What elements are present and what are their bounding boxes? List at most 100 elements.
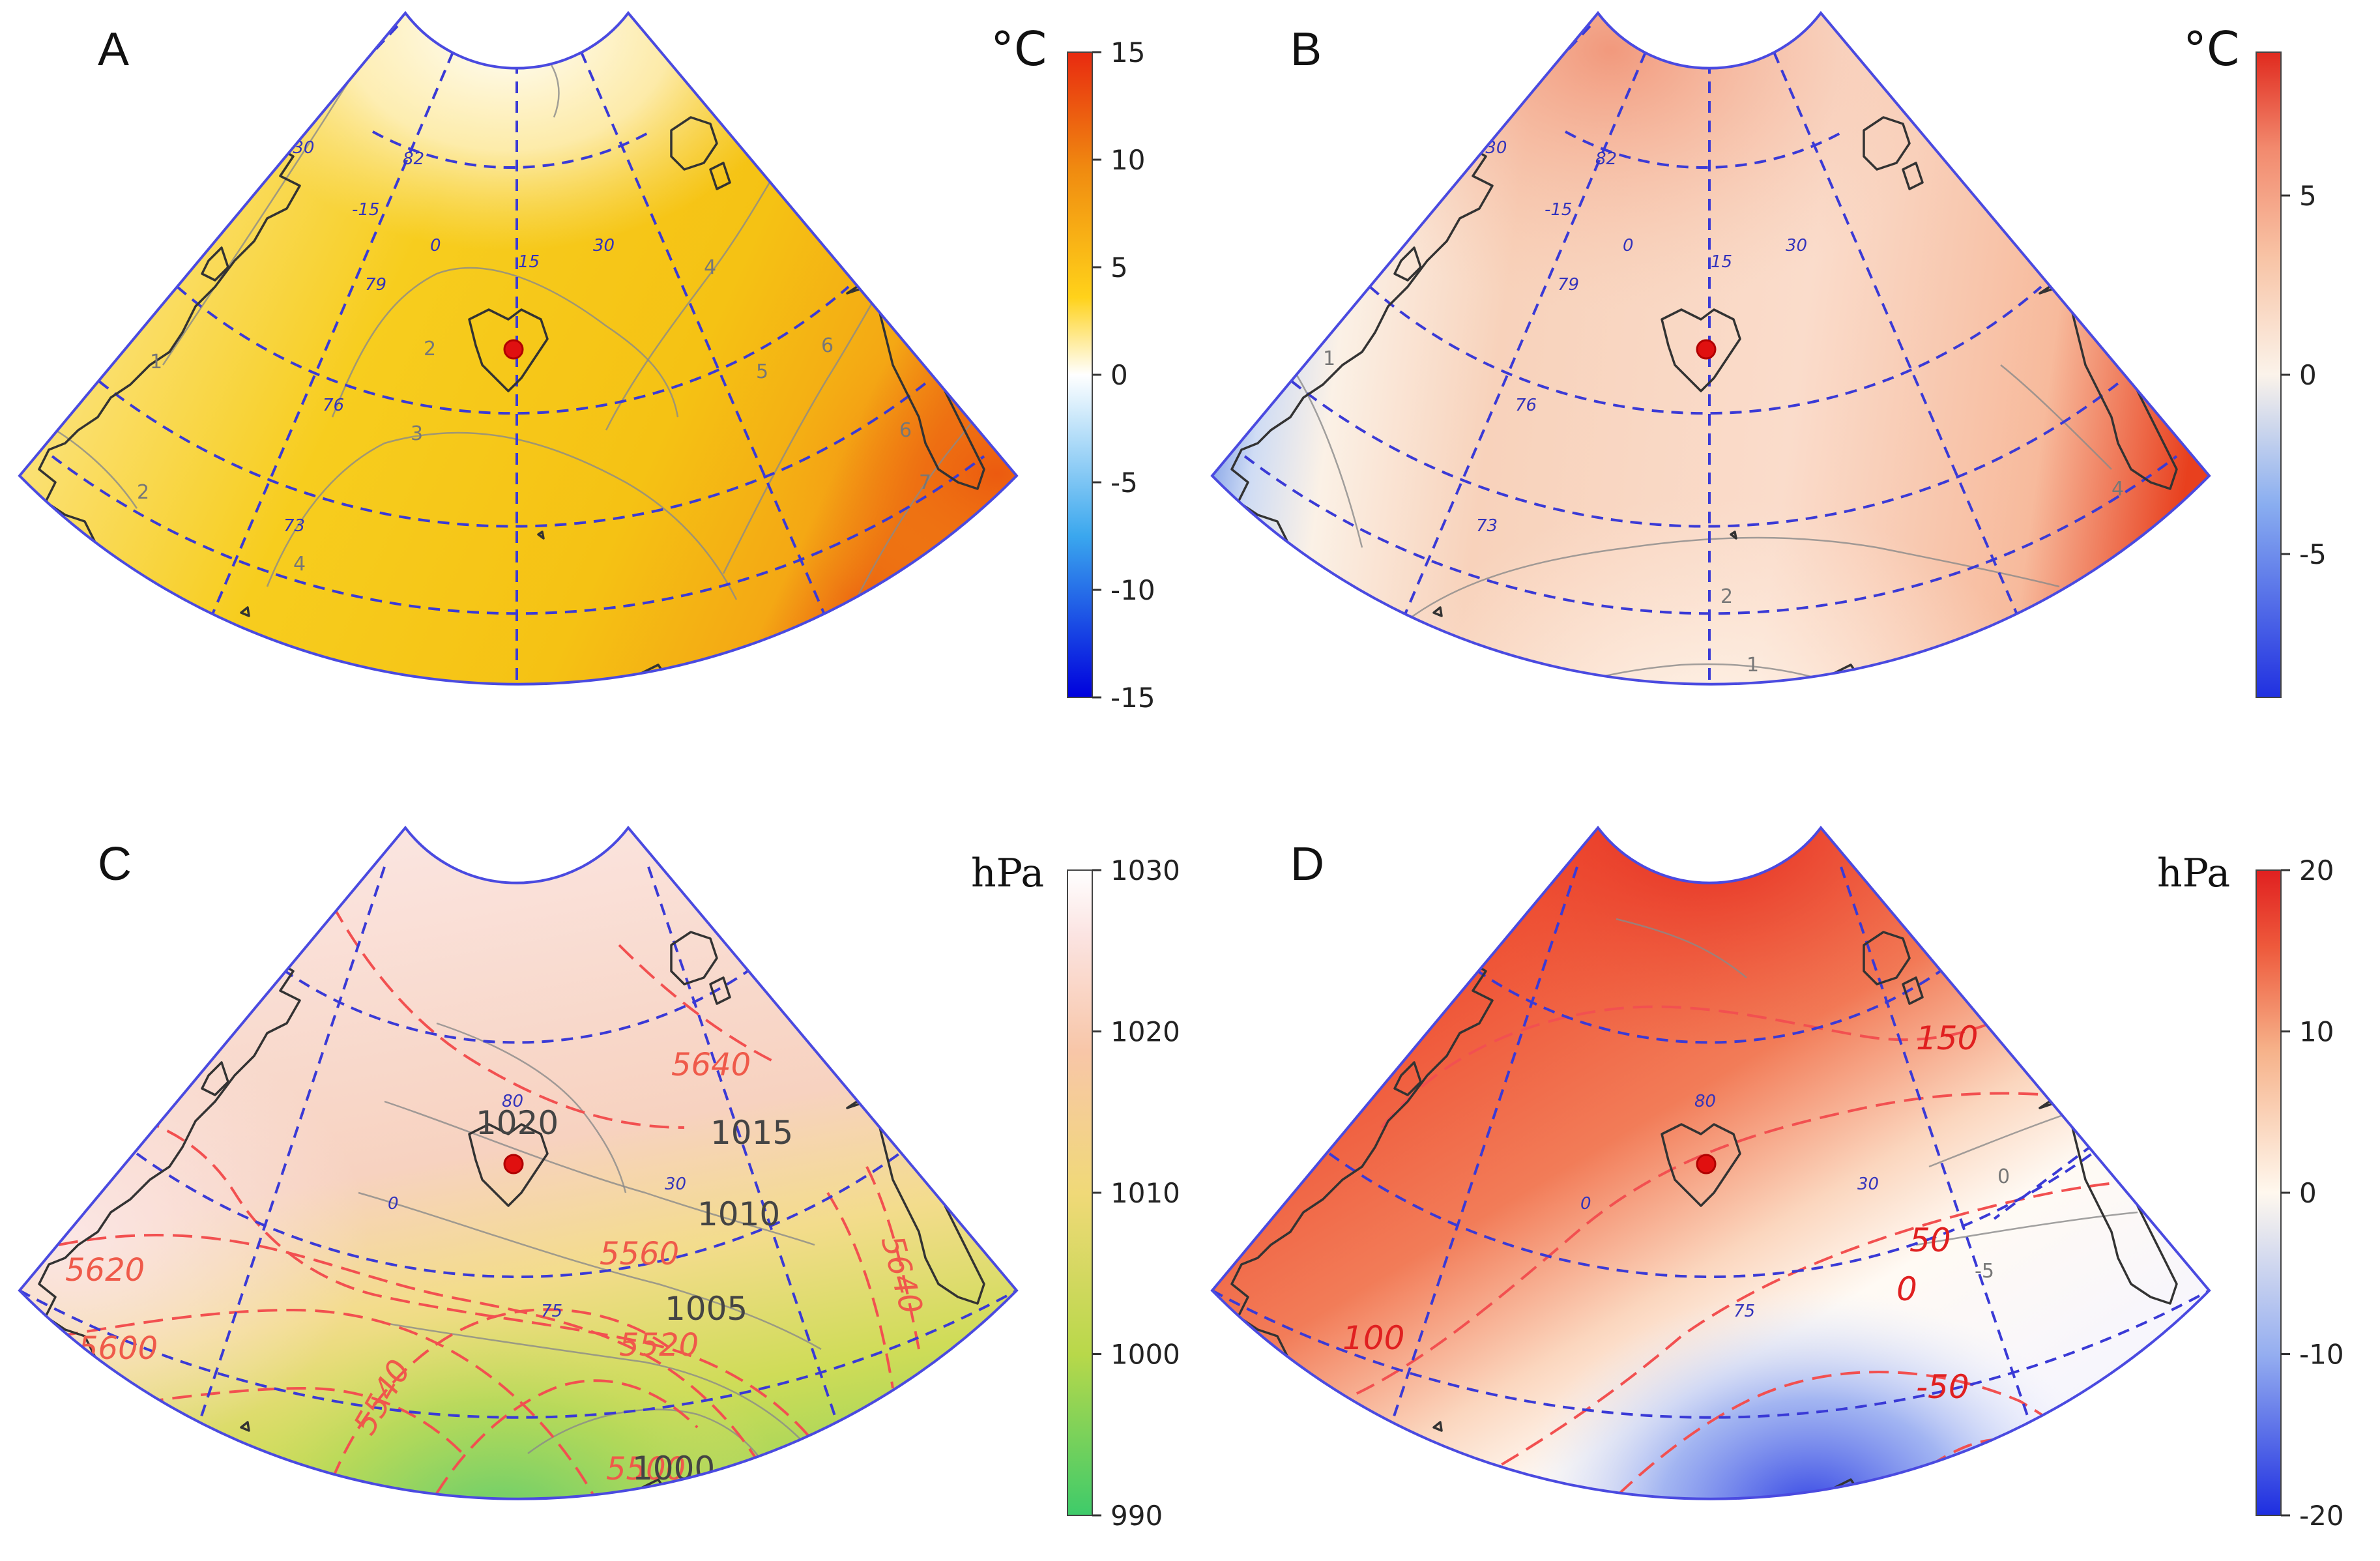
lon-label: -15 (352, 200, 379, 220)
colorbar-d-ticks: 20 10 0 -10 -20 (2281, 854, 2344, 1532)
colorbar-c: hPa 1030 1020 1010 1000 990 (971, 851, 1180, 1532)
height-label: 0 (1896, 1270, 1917, 1308)
panel-c-map: 80 75 70 -30 0 30 5640 5640 5640 5620 56… (20, 828, 1017, 1539)
panel-d-map: 80 75 70 -30 0 30 150 100 50 0 -50 0 -5 (1212, 828, 2209, 1499)
lat-label: 75 (541, 1302, 562, 1321)
colorbar-b-ramp (2256, 51, 2282, 698)
contour-label: 3 (411, 422, 423, 445)
colorbar-b-unit: °C (2183, 22, 2239, 76)
panel-b: 82 79 76 73 70 -30 -15 0 15 30 2 1 1 4 (1210, 10, 2211, 686)
panel-b-contour-labels: 2 1 1 4 (1323, 347, 2124, 677)
panel-d-height-labels: 150 100 50 0 -50 (1342, 1019, 1978, 1406)
panel-a-map: 82 79 76 73 70 -30 -15 0 15 30 2 3 4 4 5… (20, 13, 1017, 684)
height-label: 100 (1342, 1319, 1404, 1357)
contour-label: 2 (137, 481, 149, 504)
lon-label: -15 (1545, 200, 1572, 220)
panel-b-border (1210, 10, 2211, 686)
lat-label: 82 (403, 149, 424, 169)
lat-label: 80 (502, 1092, 523, 1111)
colorbar-tick-label: 1030 (1110, 854, 1180, 886)
colorbar-c-ramp (1067, 869, 1093, 1516)
lat-label: 80 (1694, 1092, 1716, 1111)
height-label: 5600 (78, 1330, 158, 1367)
lat-label: 79 (1558, 275, 1579, 295)
contour-label: 2 (424, 338, 436, 360)
colorbar-tick-label: 1000 (1110, 1339, 1180, 1371)
colorbar-tick-label: -10 (1110, 574, 1155, 606)
slp-label: -5 (1975, 1260, 1994, 1283)
lat-label: 73 (1476, 516, 1498, 536)
lat-label: 79 (365, 275, 386, 295)
lon-label: 15 (518, 252, 540, 272)
contour-label: 1 (150, 351, 162, 373)
panel-letter-c: C (98, 838, 132, 890)
lon-label: 0 (388, 1194, 399, 1214)
slp-label: 1005 (665, 1290, 747, 1328)
panel-letter-b: B (1290, 23, 1322, 76)
colorbar-a-ramp (1067, 51, 1093, 698)
lat-label: 70 (508, 1520, 530, 1539)
contour-label: 6 (821, 334, 834, 357)
colorbar-tick-label: 1020 (1110, 1016, 1180, 1048)
panel-c-slp-labels: 1020 1015 1010 1005 1000 (476, 1104, 793, 1487)
lon-label: 30 (1857, 1174, 1879, 1194)
panel-c-border (18, 825, 1019, 1500)
panel-d-border (1210, 825, 2211, 1500)
contour-label: 1 (1323, 347, 1335, 370)
colorbar-d-ramp (2256, 869, 2282, 1516)
colorbar-tick-label: -15 (1110, 682, 1155, 714)
panel-c-graticule (20, 866, 1017, 1499)
panel-b-isotherms (1289, 364, 2112, 684)
colorbar-tick-label: 20 (2299, 854, 2334, 886)
colorbar-tick-label: 1010 (1110, 1177, 1180, 1209)
panel-b-coastlines (1230, 116, 2178, 684)
height-label: 5640 (671, 1047, 751, 1083)
contour-label: 4 (2112, 478, 2124, 501)
site-marker (503, 339, 524, 360)
lat-label: 76 (323, 396, 344, 415)
lon-label: 30 (665, 1174, 686, 1194)
colorbar-tick-label: 5 (1110, 252, 1128, 284)
panel-a: 82 79 76 73 70 -30 -15 0 15 30 2 3 4 4 5… (18, 10, 1019, 686)
panel-d-negative-core (1212, 828, 2209, 1499)
contour-label: 7 (919, 471, 931, 494)
height-label: 50 (1909, 1221, 1951, 1259)
colorbar-tick-label: 10 (2299, 1016, 2334, 1048)
lon-label: -30 (1232, 1100, 1259, 1119)
contour-label: 4 (85, 315, 97, 338)
lon-label: -30 (287, 138, 314, 158)
panel-d-slp-labels: 0 -5 (1975, 1165, 2010, 1283)
lat-label: 76 (1515, 396, 1537, 415)
site-marker (1696, 339, 1717, 360)
colorbar-tick-label: 15 (1110, 36, 1145, 68)
slp-label: 0 (1997, 1165, 2010, 1188)
colorbar-tick-label: 0 (2299, 1177, 2317, 1209)
colorbar-c-unit: hPa (971, 851, 1044, 896)
colorbar-tick-label: -5 (1110, 467, 1138, 499)
colorbar-tick-label: -20 (2299, 1500, 2344, 1532)
lon-label: 0 (1623, 236, 1634, 255)
contour-label: 4 (293, 553, 306, 576)
height-label: 150 (1916, 1019, 1978, 1057)
height-label: -50 (1916, 1368, 1969, 1406)
panel-letter-a: A (98, 23, 129, 76)
lat-label: 73 (283, 516, 305, 536)
panel-d: 80 75 70 -30 0 30 150 100 50 0 -50 0 -5 (1210, 825, 2211, 1500)
panel-b-lon-labels: -30 -15 0 15 30 (1479, 138, 1807, 272)
lat-label: 82 (1595, 149, 1617, 169)
slp-label: 1020 (476, 1104, 559, 1142)
height-label: 5560 (600, 1236, 679, 1272)
colorbar-a-unit: °C (991, 22, 1047, 76)
lon-label: 30 (593, 236, 615, 255)
lon-label: 15 (1711, 252, 1732, 272)
panel-d-lat-labels: 80 75 70 (1694, 1092, 1755, 1321)
colorbar-a-ticks: 15 10 5 0 -5 -10 -15 (1092, 36, 1155, 714)
panel-c-heights (58, 879, 920, 1499)
colorbar-tick-label: 0 (1110, 359, 1128, 391)
colorbar-tick-label: 0 (2299, 359, 2317, 391)
lon-label: 0 (1580, 1194, 1591, 1214)
colorbar-tick-label: 5 (2299, 180, 2317, 212)
site-marker (1696, 1154, 1717, 1174)
lon-label: 0 (430, 236, 441, 255)
